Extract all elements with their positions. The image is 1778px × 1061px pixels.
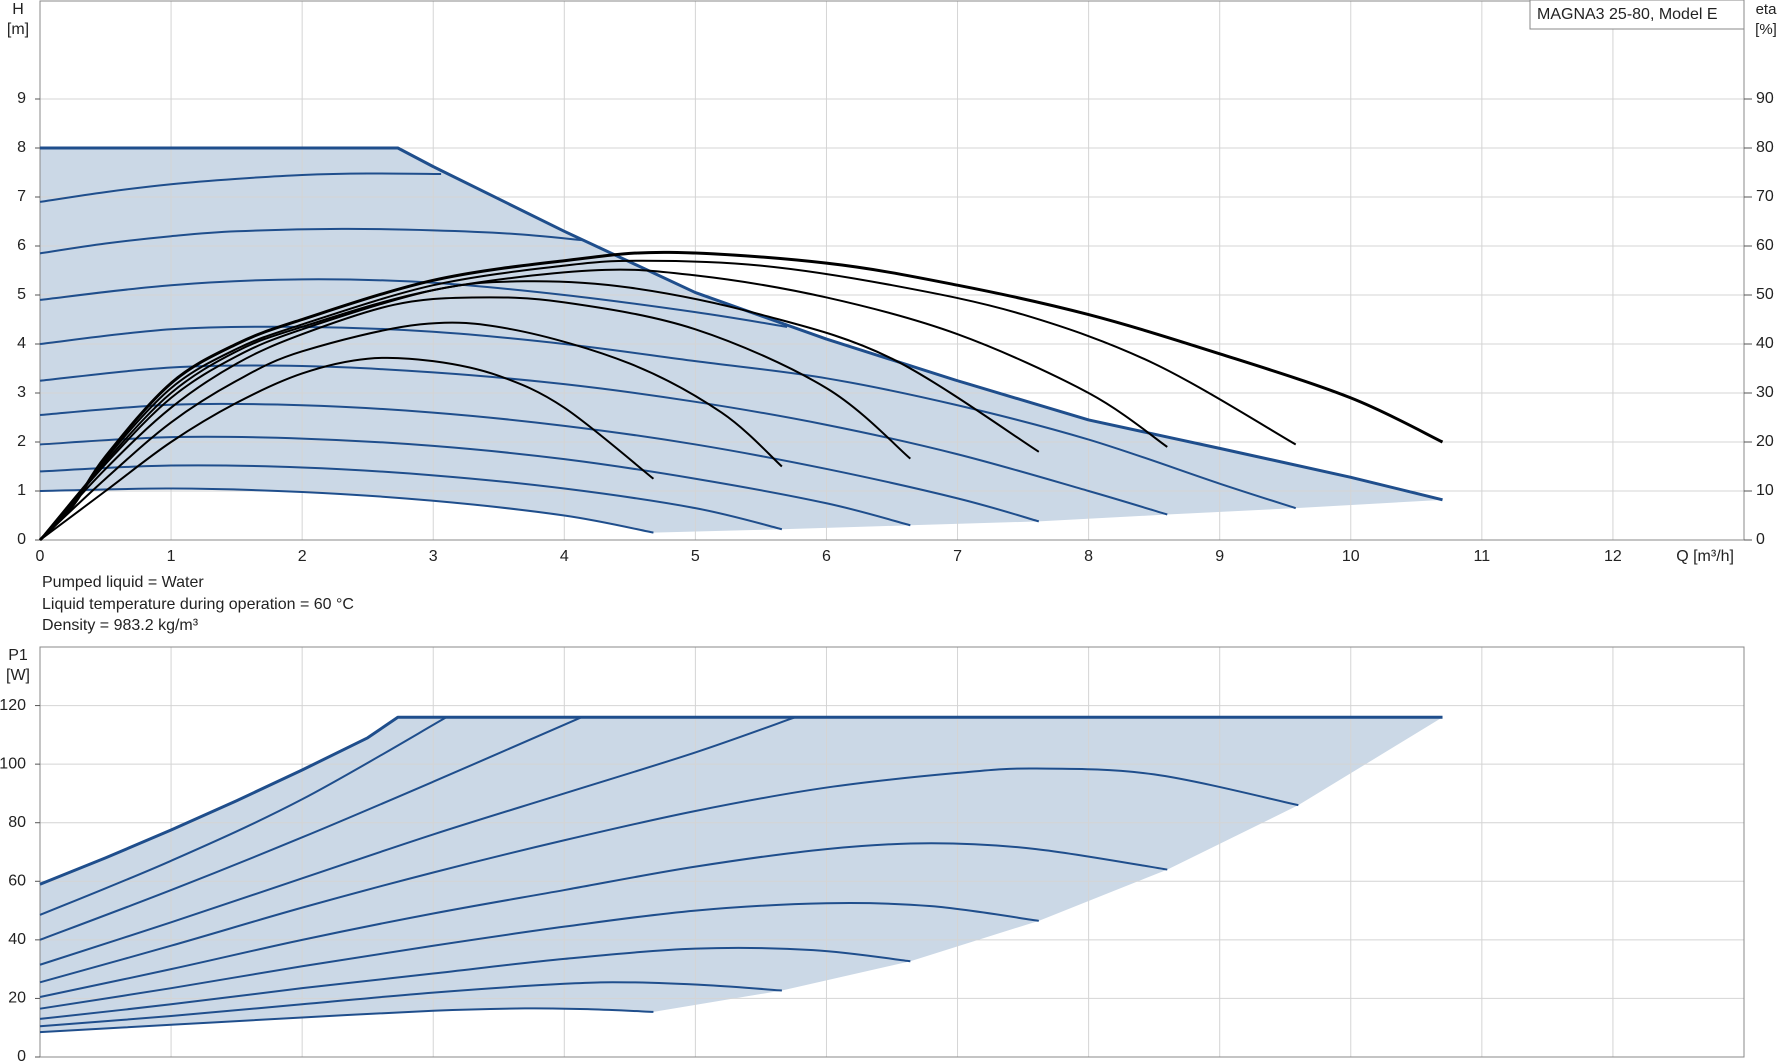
y2-axis-label: eta <box>1756 1 1778 18</box>
head-curve <box>39 716 447 916</box>
head-curve <box>39 716 796 966</box>
head-curve <box>39 842 1168 998</box>
plot-frame <box>39 0 1745 541</box>
y-tick-label: 5 <box>17 286 26 303</box>
operating-area <box>40 148 1443 533</box>
plot-frame <box>39 646 1745 1058</box>
x-tick-label: 0 <box>36 548 45 565</box>
head-curve <box>39 487 654 534</box>
head-curve <box>39 715 1443 886</box>
x-tick-label: 8 <box>1084 548 1093 565</box>
x-tick-label: 10 <box>1342 548 1360 565</box>
y-tick-label: 9 <box>17 90 26 107</box>
efficiency-curve <box>39 356 655 541</box>
y2-tick-label: 30 <box>1756 384 1774 401</box>
x-axis-label: Q [m³/h] <box>1676 548 1734 565</box>
y2-tick-label: 40 <box>1756 335 1774 352</box>
x-tick-label: 6 <box>822 548 831 565</box>
y2-tick-label: 80 <box>1756 139 1774 156</box>
head-curve <box>39 172 442 203</box>
head-curve <box>39 901 1039 1010</box>
y-axis-label: P1 <box>8 647 28 664</box>
head-curve <box>39 227 583 255</box>
note: Liquid temperature during operation = 60… <box>42 596 354 613</box>
y-tick-label: 8 <box>17 139 26 156</box>
y-tick-label: 60 <box>8 873 26 890</box>
y-tick-label: 1 <box>17 482 26 499</box>
x-tick-label: 11 <box>1474 548 1491 565</box>
x-tick-label: 1 <box>167 548 176 565</box>
model-label: MAGNA3 25-80, Model E <box>1537 6 1718 23</box>
y-axis-unit: [m] <box>7 21 29 38</box>
head-curve <box>39 767 1299 984</box>
model-box <box>1529 0 1745 30</box>
y2-tick-label: 0 <box>1756 531 1765 548</box>
y-tick-label: 0 <box>17 531 26 548</box>
efficiency-curve <box>39 280 1040 541</box>
y-tick-label: 3 <box>17 384 26 401</box>
x-tick-label: 12 <box>1604 548 1622 565</box>
y2-tick-label: 20 <box>1756 433 1774 450</box>
head-curve <box>40 146 1443 502</box>
head-curve <box>39 325 1297 510</box>
y-tick-label: 40 <box>8 931 26 948</box>
y-tick-label: 20 <box>8 990 26 1007</box>
y-tick-label: 6 <box>17 237 26 254</box>
y2-tick-label: 70 <box>1756 188 1774 205</box>
head-curve <box>39 716 582 941</box>
head-curve <box>39 278 788 328</box>
x-tick-label: 5 <box>691 548 700 565</box>
efficiency-curve <box>38 250 1444 542</box>
head-curve <box>39 402 1040 523</box>
x-tick-label: 9 <box>1215 548 1224 565</box>
x-tick-label: 7 <box>953 548 962 565</box>
x-tick-label: 2 <box>298 548 307 565</box>
y-tick-label: 80 <box>8 814 26 831</box>
efficiency-curve <box>39 321 783 541</box>
y2-tick-label: 60 <box>1756 237 1774 254</box>
y2-tick-label: 90 <box>1756 90 1774 107</box>
efficiency-curve <box>39 296 911 541</box>
operating-area <box>40 717 1443 1033</box>
y2-tick-label: 50 <box>1756 286 1774 303</box>
y-axis-label: H <box>12 1 24 18</box>
head-curve <box>39 464 783 531</box>
head-curve <box>39 435 911 527</box>
head-curve <box>39 981 782 1028</box>
x-tick-label: 3 <box>429 548 438 565</box>
y-tick-label: 120 <box>0 697 26 714</box>
y-axis-unit: [W] <box>6 667 30 684</box>
y-tick-label: 7 <box>17 188 26 205</box>
y2-axis-unit: [%] <box>1755 21 1777 38</box>
efficiency-curve <box>39 259 1297 541</box>
y2-tick-label: 10 <box>1756 482 1774 499</box>
note: Pumped liquid = Water <box>42 574 204 591</box>
y-tick-label: 100 <box>0 755 26 772</box>
head-curve <box>39 1007 654 1034</box>
efficiency-curve <box>39 268 1168 541</box>
note: Density = 983.2 kg/m³ <box>42 617 199 634</box>
x-tick-label: 4 <box>560 548 569 565</box>
y-tick-label: 4 <box>17 335 26 352</box>
y-tick-label: 2 <box>17 433 26 450</box>
head-curve <box>39 946 911 1020</box>
y-tick-label: 0 <box>17 1048 26 1061</box>
